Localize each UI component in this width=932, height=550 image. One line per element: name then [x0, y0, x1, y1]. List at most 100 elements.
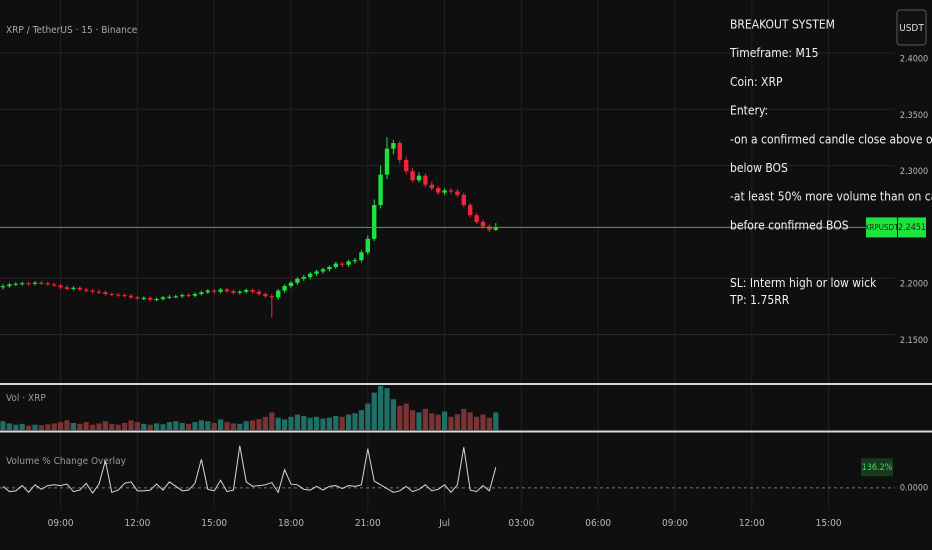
volume-bar [179, 422, 185, 430]
candle-body [346, 261, 351, 265]
candle-body [416, 175, 422, 181]
candle-body [116, 294, 121, 296]
volume-bar [486, 417, 492, 430]
volume-bar [122, 422, 128, 430]
volume-bar [173, 421, 179, 430]
candle-body [148, 297, 153, 300]
candle-body [250, 290, 255, 292]
candle-body [384, 148, 390, 175]
candle-body [205, 290, 210, 293]
candle-body [263, 294, 268, 297]
volume-bar [230, 423, 236, 430]
panel-title: Vol · XRP [6, 393, 46, 404]
candle-body [372, 205, 377, 239]
candle-body [256, 291, 262, 295]
volume-bar [384, 388, 390, 430]
volume-bar [365, 403, 371, 430]
currency-button[interactable] [896, 9, 927, 46]
volume-bar [147, 424, 153, 430]
volume-bar [218, 419, 224, 430]
volume-bar [403, 403, 409, 430]
price-label: 2.2451 [898, 223, 926, 233]
candle-body [327, 266, 332, 270]
candle-body [199, 292, 204, 295]
annotation-title: BREAKOUT SYSTEM [730, 18, 835, 32]
candle-body [192, 294, 198, 296]
candle-body [224, 289, 230, 292]
volume-bar [0, 421, 6, 430]
candle-body [128, 295, 134, 298]
candle-body [58, 285, 63, 288]
candle-body [71, 287, 76, 289]
volume-bar [250, 420, 256, 430]
candle-body [436, 188, 441, 193]
candle-body [212, 290, 217, 292]
y-tick-label: 2.1500 [900, 336, 928, 346]
volume-bar [13, 424, 19, 430]
volume-bar [422, 408, 428, 430]
currency-label[interactable]: USDT [899, 23, 924, 34]
volume-bar [198, 420, 204, 430]
volume-bar [294, 414, 300, 430]
volume-bar [83, 422, 89, 430]
candle-body [122, 295, 127, 297]
annotation-line: Timeframe: M15 [729, 46, 819, 60]
volume-bar [32, 424, 38, 430]
candle-body [429, 184, 434, 189]
volume-bar [326, 417, 332, 430]
volume-bar [128, 420, 134, 430]
candle-body [282, 286, 287, 291]
candle-body [404, 159, 409, 172]
volume-bar [96, 423, 102, 430]
volume-bar [115, 424, 121, 430]
x-tick-label: 21:00 [355, 518, 381, 529]
volume-bar [346, 414, 352, 430]
candle-body [154, 299, 159, 301]
volume-bar [102, 421, 108, 430]
candle-body [461, 194, 466, 206]
candle-body [295, 278, 300, 283]
volume-bar [275, 417, 281, 430]
candle-body [301, 277, 306, 279]
annotation-line: below BOS [730, 161, 788, 175]
volume-bar [320, 418, 326, 430]
candle-body [45, 283, 50, 285]
volume-bar [134, 422, 140, 430]
candle-body [231, 291, 236, 293]
volume-bar [435, 414, 441, 430]
candle-body [423, 175, 428, 185]
candle-body [474, 215, 479, 222]
volume-bar [141, 423, 147, 430]
volume-bar [262, 416, 268, 430]
annotation-line: before confirmed BOS [730, 218, 849, 232]
candle-body [141, 297, 146, 299]
candle-body [468, 205, 473, 216]
candle-body [269, 296, 274, 298]
volume-bar [474, 416, 480, 430]
annotation-line: Entery: [730, 104, 768, 118]
volume-bar [339, 416, 345, 430]
volume-bar [288, 416, 294, 430]
volume-bar [256, 419, 262, 430]
volume-bar [19, 423, 25, 430]
value-label-box [861, 458, 893, 477]
candle-body [218, 289, 223, 292]
candle-body [0, 286, 6, 288]
volume-bar [90, 424, 96, 430]
volume-bar [243, 421, 249, 430]
candle-body [160, 297, 166, 300]
volume-bar [429, 413, 435, 430]
volume-bar [416, 412, 422, 430]
volume-bar [493, 412, 499, 430]
candle-body [64, 287, 70, 289]
candle-body [352, 260, 358, 262]
annotation-line: -at least 50% more volume than on candle [730, 190, 932, 204]
x-tick-label: 12:00 [124, 518, 150, 529]
candle-body [288, 282, 294, 287]
candle-body [103, 292, 108, 295]
volume-bar [109, 423, 115, 430]
candle-body [314, 271, 319, 274]
annotation-footer: TP: 1.75RR [729, 293, 790, 307]
candle-body [455, 191, 460, 195]
